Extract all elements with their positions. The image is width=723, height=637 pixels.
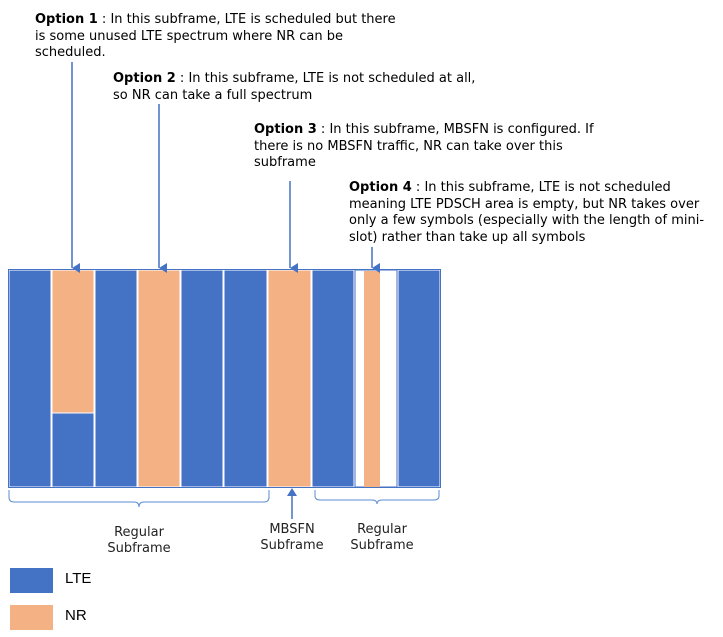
subframe-4-lte xyxy=(180,269,224,488)
legend-nr-label: NR xyxy=(65,607,87,624)
option3-text: : In this subframe, MBSFN is configured.… xyxy=(254,122,594,170)
option4-label: Option 4 xyxy=(349,180,412,195)
option3-note: Option 3 : In this subframe, MBSFN is co… xyxy=(254,122,624,172)
option1-text: : In this subframe, LTE is scheduled but… xyxy=(35,12,396,60)
mbsfn-subframe-label: MBSFN Subframe xyxy=(260,522,324,553)
legend-lte-swatch xyxy=(10,568,53,593)
regular-subframe-label-2: Regular Subframe xyxy=(350,522,414,553)
subframe-5-lte xyxy=(223,269,268,488)
option1-note: Option 1 : In this subframe, LTE is sche… xyxy=(35,12,405,62)
option2-label: Option 2 xyxy=(113,71,176,86)
subframe-1-lte xyxy=(51,412,95,488)
subframe-0-lte xyxy=(8,269,52,488)
frame-border xyxy=(8,269,441,488)
regular-subframe-brace-2 xyxy=(314,490,440,505)
option2-text: : In this subframe, LTE is not scheduled… xyxy=(113,71,476,103)
option3-label: Option 3 xyxy=(254,122,317,137)
regular-subframe-brace-1 xyxy=(8,490,270,508)
legend-nr-swatch xyxy=(10,605,53,630)
regular-subframe-label-1: Regular Subframe xyxy=(107,525,171,556)
subframe-6-nr xyxy=(267,269,312,488)
legend-lte-label: LTE xyxy=(65,570,92,587)
subframe-1-nr xyxy=(51,269,95,414)
option4-text: : In this subframe, LTE is not scheduled… xyxy=(349,180,705,245)
option4-note: Option 4 : In this subframe, LTE is not … xyxy=(349,180,721,246)
subframe-7-lte xyxy=(311,269,355,488)
option2-note: Option 2 : In this subframe, LTE is not … xyxy=(113,71,478,104)
subframe-2-lte xyxy=(94,269,138,488)
subframe-8-nr-minislot xyxy=(364,271,380,487)
mbsfn-arrowhead xyxy=(287,488,297,496)
subframe-9-lte xyxy=(397,269,441,488)
subframe-3-nr xyxy=(137,269,181,488)
option1-label: Option 1 xyxy=(35,12,98,27)
